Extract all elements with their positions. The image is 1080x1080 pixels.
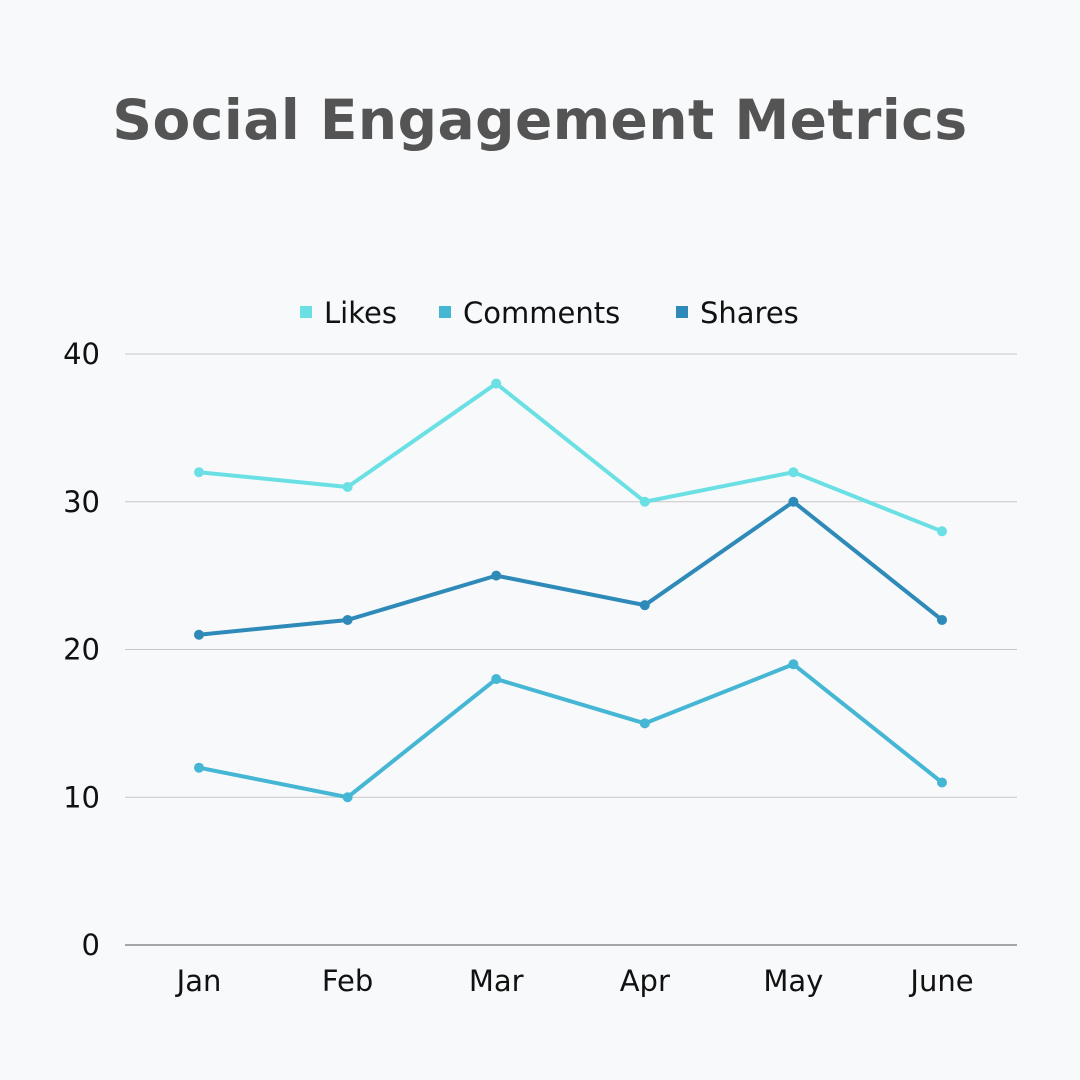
data-point-comments bbox=[342, 792, 353, 803]
legend-swatch-comments bbox=[439, 306, 451, 318]
data-point-likes bbox=[491, 378, 502, 389]
series-line-shares bbox=[197, 499, 944, 637]
legend: Likes Comments Shares bbox=[300, 296, 799, 330]
data-point-shares bbox=[194, 629, 204, 640]
data-point-likes bbox=[342, 481, 353, 492]
data-point-shares bbox=[639, 600, 650, 611]
series-lines bbox=[194, 378, 947, 803]
data-point-likes bbox=[937, 526, 947, 537]
legend-label-comments: Comments bbox=[463, 296, 620, 330]
x-tick-label: June bbox=[908, 964, 973, 998]
data-point-likes bbox=[639, 496, 650, 507]
data-point-comments bbox=[639, 718, 650, 729]
data-point-comments bbox=[788, 659, 799, 670]
legend-label-likes: Likes bbox=[324, 296, 397, 330]
data-point-shares bbox=[788, 496, 799, 507]
gridlines bbox=[125, 353, 1017, 946]
x-tick-label: Feb bbox=[322, 964, 373, 998]
data-point-likes bbox=[788, 467, 799, 478]
legend-swatch-likes bbox=[300, 306, 312, 318]
x-tick-label: Mar bbox=[469, 964, 524, 998]
data-point-comments bbox=[937, 777, 947, 788]
series-line-comments bbox=[197, 662, 944, 800]
series-line-likes bbox=[197, 381, 944, 534]
y-tick-label: 0 bbox=[82, 928, 100, 962]
data-point-shares bbox=[342, 614, 353, 625]
y-tick-label: 30 bbox=[63, 485, 100, 519]
data-point-likes bbox=[194, 467, 204, 478]
axis-labels: 0 10 20 30 40 Jan Feb Mar Apr May June bbox=[63, 337, 973, 998]
x-tick-label: May bbox=[763, 964, 823, 998]
x-tick-label: Apr bbox=[620, 964, 670, 998]
series-shares bbox=[194, 496, 947, 640]
y-tick-label: 40 bbox=[63, 337, 100, 371]
data-point-comments bbox=[194, 762, 204, 773]
legend-swatch-shares bbox=[676, 306, 688, 318]
y-tick-label: 20 bbox=[63, 633, 100, 667]
x-tick-label: Jan bbox=[175, 964, 222, 998]
chart-title: Social Engagement Metrics bbox=[112, 88, 968, 152]
series-comments bbox=[194, 659, 947, 803]
legend-label-shares: Shares bbox=[700, 296, 799, 330]
series-likes bbox=[194, 378, 947, 537]
y-tick-label: 10 bbox=[63, 780, 100, 814]
data-point-shares bbox=[491, 570, 502, 581]
data-point-comments bbox=[491, 674, 502, 685]
data-point-shares bbox=[937, 614, 947, 625]
